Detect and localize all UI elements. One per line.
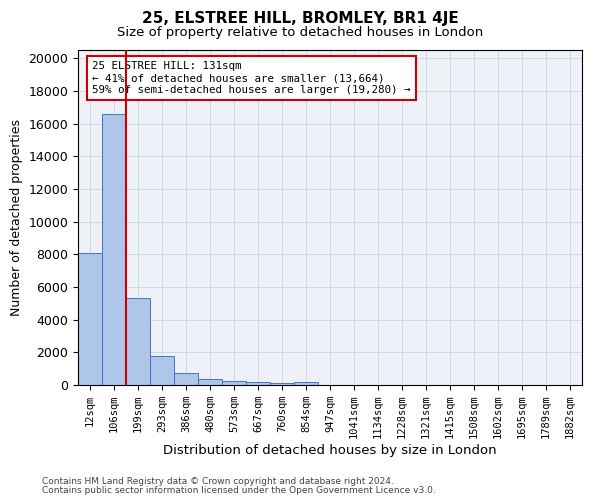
Bar [174, 372, 198, 385]
Text: Size of property relative to detached houses in London: Size of property relative to detached ho… [117, 26, 483, 39]
Bar [246, 382, 270, 385]
Bar [78, 252, 102, 385]
X-axis label: Distribution of detached houses by size in London: Distribution of detached houses by size … [163, 444, 497, 457]
Text: Contains HM Land Registry data © Crown copyright and database right 2024.: Contains HM Land Registry data © Crown c… [42, 477, 394, 486]
Bar [294, 382, 318, 385]
Text: 25 ELSTREE HILL: 131sqm
← 41% of detached houses are smaller (13,664)
59% of sem: 25 ELSTREE HILL: 131sqm ← 41% of detache… [92, 62, 410, 94]
Bar [198, 379, 222, 385]
Bar [222, 380, 246, 385]
Text: 25, ELSTREE HILL, BROMLEY, BR1 4JE: 25, ELSTREE HILL, BROMLEY, BR1 4JE [142, 12, 458, 26]
Y-axis label: Number of detached properties: Number of detached properties [10, 119, 23, 316]
Bar [126, 298, 150, 385]
Bar [270, 382, 294, 385]
Bar [150, 356, 174, 385]
Text: Contains public sector information licensed under the Open Government Licence v3: Contains public sector information licen… [42, 486, 436, 495]
Bar [102, 114, 126, 385]
